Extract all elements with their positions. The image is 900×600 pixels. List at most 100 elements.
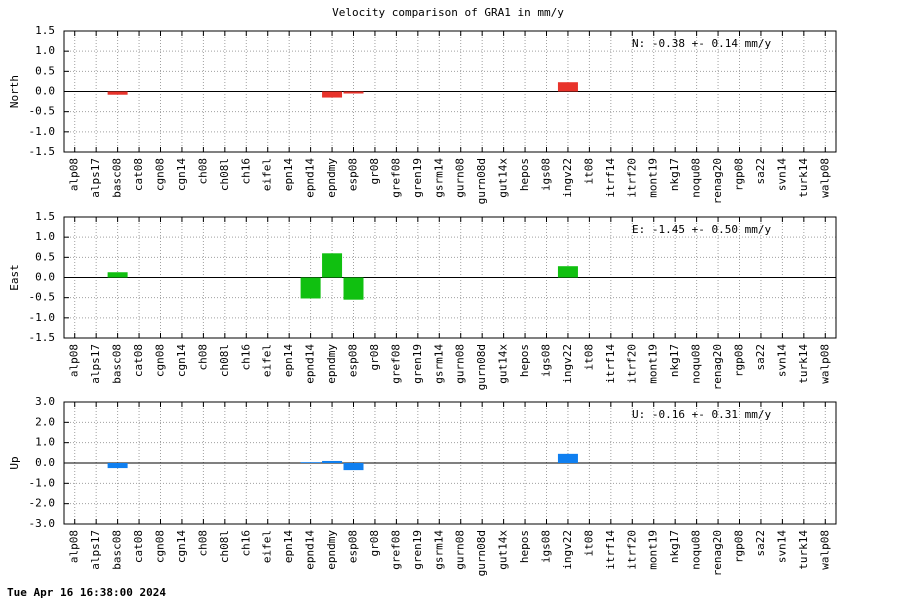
x-tick-label: gurn08 xyxy=(454,344,467,384)
y-tick-label: 1.0 xyxy=(35,230,55,243)
x-tick-label: hepos xyxy=(518,344,531,377)
x-tick-label: gren19 xyxy=(411,530,424,570)
x-tick-label: turk14 xyxy=(797,344,810,384)
y-tick-label: 0.5 xyxy=(35,250,55,263)
x-tick-label: ingv22 xyxy=(561,158,574,198)
x-tick-label: rgp08 xyxy=(733,158,746,191)
plot-frame xyxy=(63,30,837,153)
y-tick-label: -1.5 xyxy=(29,145,56,158)
x-tick-label: epnd14 xyxy=(304,158,317,198)
x-tick-label: ch16 xyxy=(239,158,252,185)
x-tick-label: esp08 xyxy=(347,344,360,377)
x-tick-label: cgn08 xyxy=(154,530,167,563)
x-tick-label: gurn08 xyxy=(454,530,467,570)
y-tick-label: -1.0 xyxy=(29,125,56,138)
x-tick-label: hepos xyxy=(518,530,531,563)
bar xyxy=(557,266,578,278)
footer: Tue Apr 16 16:38:00 2024 xyxy=(7,586,166,599)
x-tick-label: gr08 xyxy=(368,530,381,557)
x-tick-label: eifel xyxy=(261,344,274,377)
x-tick-label: epndmy xyxy=(325,530,338,570)
y-tick-label: 0.0 xyxy=(35,85,55,98)
x-tick-label: epnd14 xyxy=(304,530,317,570)
x-tick-label: sa22 xyxy=(754,158,767,185)
x-tick-label: gurn08 xyxy=(454,158,467,198)
x-tick-label: gref08 xyxy=(389,530,402,570)
plot-frame xyxy=(63,216,837,339)
y-tick-label: -1.5 xyxy=(29,331,56,344)
x-tick-label: ch08l xyxy=(218,158,231,191)
y-tick-label: -1.0 xyxy=(29,311,56,324)
x-tick-label: epn14 xyxy=(282,158,295,191)
x-tick-label: ch08l xyxy=(218,530,231,563)
x-tick-label: noqu08 xyxy=(690,344,703,384)
y-tick-label: 1.5 xyxy=(35,24,55,37)
x-tick-label: rgp08 xyxy=(733,530,746,563)
x-tick-label: gurn08d xyxy=(475,158,488,204)
x-tick-label: eifel xyxy=(261,530,274,563)
bar xyxy=(322,253,343,278)
x-tick-label: basc08 xyxy=(111,530,124,570)
x-tick-label: itrf20 xyxy=(625,530,638,570)
x-tick-label: noqu08 xyxy=(690,530,703,570)
x-tick-label: gurn08d xyxy=(475,344,488,390)
x-tick-label: cat08 xyxy=(132,530,145,563)
bar xyxy=(343,463,364,471)
x-tick-label: gut14x xyxy=(497,530,510,570)
x-tick-label: gurn08d xyxy=(475,530,488,576)
x-tick-label: nkg17 xyxy=(668,158,681,191)
x-tick-label: it08 xyxy=(582,530,595,557)
y-tick-label: 1.5 xyxy=(35,210,55,223)
x-tick-label: ingv22 xyxy=(561,530,574,570)
x-tick-label: basc08 xyxy=(111,158,124,198)
x-tick-label: renag20 xyxy=(711,530,724,576)
annotation: E: -1.45 +- 0.50 mm/y xyxy=(632,223,771,236)
x-tick-label: it08 xyxy=(582,158,595,185)
x-tick-label: gsrm14 xyxy=(432,530,445,570)
x-tick-label: alp08 xyxy=(68,530,81,563)
x-tick-label: cgn14 xyxy=(175,158,188,191)
x-tick-label: cat08 xyxy=(132,344,145,377)
y-tick-label: 2.0 xyxy=(35,415,55,428)
x-tick-label: ch08 xyxy=(196,530,209,557)
x-tick-label: gr08 xyxy=(368,158,381,185)
x-tick-label: epndmy xyxy=(325,158,338,198)
x-tick-label: turk14 xyxy=(797,158,810,198)
x-tick-label: mont19 xyxy=(647,344,660,384)
x-tick-label: ch16 xyxy=(239,530,252,557)
x-tick-label: hepos xyxy=(518,158,531,191)
y-axis-label: North xyxy=(8,75,21,108)
x-tick-label: cgn08 xyxy=(154,158,167,191)
x-tick-label: nkg17 xyxy=(668,530,681,563)
x-tick-label: ingv22 xyxy=(561,344,574,384)
x-tick-label: gren19 xyxy=(411,158,424,198)
y-tick-label: -1.0 xyxy=(29,476,56,489)
annotation: U: -0.16 +- 0.31 mm/y xyxy=(632,408,771,421)
x-tick-label: walp08 xyxy=(818,158,831,198)
x-tick-label: gref08 xyxy=(389,344,402,384)
y-tick-label: -3.0 xyxy=(29,517,56,530)
y-tick-label: 0.0 xyxy=(35,271,55,284)
y-tick-label: 1.0 xyxy=(35,436,55,449)
x-tick-label: epnd14 xyxy=(304,344,317,384)
x-tick-label: svn14 xyxy=(775,530,788,563)
x-tick-label: mont19 xyxy=(647,530,660,570)
y-tick-label: -0.5 xyxy=(29,105,56,118)
x-tick-label: alp08 xyxy=(68,158,81,191)
x-tick-label: esp08 xyxy=(347,158,360,191)
x-tick-label: igs08 xyxy=(540,158,553,191)
x-tick-label: esp08 xyxy=(347,530,360,563)
x-tick-label: sa22 xyxy=(754,530,767,557)
x-tick-label: gren19 xyxy=(411,344,424,384)
y-tick-label: 0.5 xyxy=(35,64,55,77)
x-tick-label: svn14 xyxy=(775,344,788,377)
x-tick-label: gr08 xyxy=(368,344,381,371)
y-tick-label: 1.0 xyxy=(35,44,55,57)
x-tick-label: igs08 xyxy=(540,530,553,563)
x-tick-label: gut14x xyxy=(497,344,510,384)
x-tick-label: ch16 xyxy=(239,344,252,371)
x-tick-label: epn14 xyxy=(282,530,295,563)
x-tick-label: epn14 xyxy=(282,344,295,377)
bar xyxy=(300,277,321,299)
